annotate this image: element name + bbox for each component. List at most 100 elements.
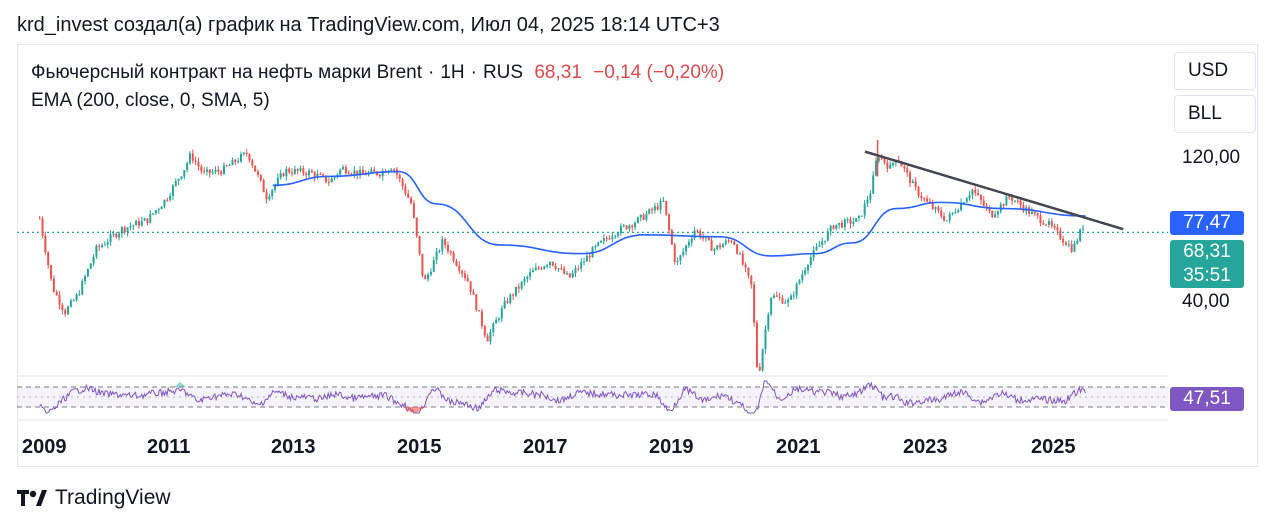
candle-body [509, 294, 512, 303]
candle-body [1008, 196, 1011, 198]
candle-body [86, 268, 89, 277]
candle-body [781, 297, 784, 304]
candle-body [642, 214, 645, 220]
symbol-legend[interactable]: Фьючерсный контракт на нефть марки Brent… [31, 62, 725, 83]
candle-body [787, 299, 790, 303]
tradingview-logo-icon [17, 490, 47, 506]
candle-body [948, 214, 951, 221]
candle-body [268, 196, 271, 200]
candle-body [404, 186, 407, 194]
candle-body [531, 270, 534, 273]
candle-body [347, 173, 350, 175]
candle-body [220, 171, 223, 175]
candle-body [526, 276, 529, 279]
candle-body [909, 172, 912, 184]
candle-body [546, 265, 549, 267]
candle-body [316, 173, 319, 178]
candle-body [863, 203, 866, 216]
candle-body [971, 189, 974, 195]
tradingview-brand[interactable]: TradingView [17, 486, 171, 510]
candle-body [378, 174, 381, 177]
candle-body [319, 173, 322, 175]
candle-body [659, 201, 662, 210]
candle-body [140, 220, 143, 226]
candle-body [55, 291, 58, 296]
candle-body [622, 225, 625, 227]
candle-body [171, 185, 174, 196]
candle-body [702, 237, 705, 239]
candle-body [625, 225, 628, 230]
candle-body [943, 216, 946, 221]
candle-body [115, 233, 118, 238]
candle-body [685, 245, 688, 252]
candle-body [359, 169, 362, 176]
candle-body [634, 222, 637, 228]
candle-body [146, 218, 149, 223]
candle-body [92, 256, 95, 264]
candle-body [285, 168, 288, 177]
candle-body [89, 263, 92, 269]
symbol-name: Фьючерсный контракт на нефть марки Brent [31, 62, 422, 83]
candle-body [566, 273, 569, 275]
candle-body [628, 225, 631, 230]
candle-body [957, 210, 960, 213]
candle-body [98, 245, 101, 247]
candle-body [974, 189, 977, 193]
candle-body [1011, 197, 1014, 201]
candle-body [823, 240, 826, 242]
ema-indicator-label[interactable]: EMA (200, close, 0, SMA, 5) [31, 90, 270, 111]
candle-body [1062, 238, 1065, 243]
candle-body [962, 202, 965, 204]
candle-body [636, 217, 639, 223]
candle-body [469, 281, 472, 292]
candle-body [605, 238, 608, 240]
candle-body [254, 165, 257, 172]
candle-body [398, 174, 401, 179]
candle-body [1081, 228, 1084, 230]
x-tick-label: 2011 [147, 436, 191, 458]
candle-body [143, 218, 146, 221]
candle-body [968, 194, 971, 199]
candle-body [554, 265, 557, 270]
candle-body [914, 181, 917, 188]
candle-body [203, 171, 206, 173]
candle-body [427, 274, 430, 280]
candle-body [276, 177, 279, 185]
candle-body [917, 187, 920, 196]
candle-body [588, 255, 591, 258]
candle-body [123, 227, 126, 232]
x-tick-label: 2009 [22, 436, 67, 458]
candle-body [1005, 196, 1008, 206]
candle-body [875, 160, 878, 176]
candle-body [169, 195, 172, 200]
price-change-value: −0,14 (−0,20%) [593, 62, 725, 83]
candle-body [449, 251, 452, 253]
candle-body [653, 206, 656, 211]
candle-body [84, 276, 87, 282]
candle-body [704, 237, 707, 239]
candle-body [707, 237, 710, 241]
candle-body [520, 281, 523, 289]
bar-countdown-tag: 35:51 [1170, 264, 1244, 288]
candle-body [1022, 205, 1025, 212]
candle-body [44, 235, 47, 253]
candle-body [551, 261, 554, 266]
unit-button[interactable]: BLL [1174, 95, 1256, 133]
candle-body [568, 273, 571, 278]
y-tick-label: 40,00 [1182, 291, 1230, 312]
candle-body [600, 240, 603, 243]
candle-body [274, 184, 277, 190]
currency-button[interactable]: USD [1174, 52, 1256, 90]
candle-body [1045, 224, 1048, 226]
candle-body [38, 218, 41, 220]
candle-body [160, 206, 163, 210]
candle-body [126, 227, 129, 232]
candle-body [483, 326, 486, 336]
candle-body [197, 161, 200, 167]
candle-body [1013, 200, 1016, 202]
candle-body [979, 194, 982, 201]
candle-body [994, 214, 997, 218]
candle-body [237, 161, 240, 163]
candle-body [727, 240, 730, 242]
